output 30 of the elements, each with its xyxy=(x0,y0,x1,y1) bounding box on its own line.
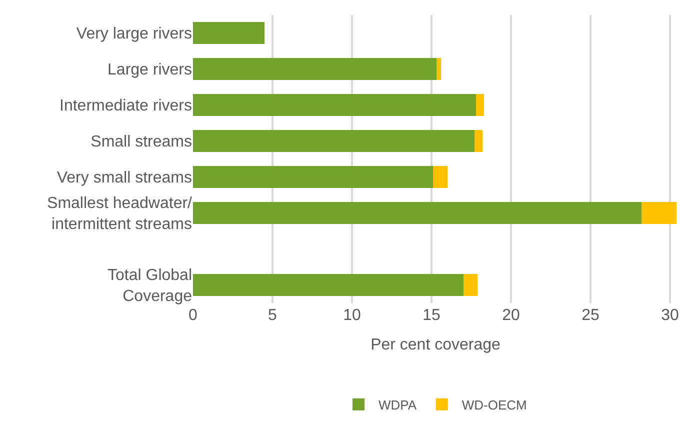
y-tick-label: Total Global Coverage xyxy=(108,267,192,305)
y-tick-label: Very small streams xyxy=(56,170,192,187)
x-tick-label: 15 xyxy=(422,307,441,324)
bar xyxy=(193,166,434,188)
y-tick-label: Smallest headwater/ intermittent streams xyxy=(47,195,193,233)
bar xyxy=(436,58,442,80)
bar xyxy=(193,58,436,80)
bar xyxy=(193,94,476,116)
x-tick-label: 30 xyxy=(661,307,680,324)
bar xyxy=(193,202,642,224)
x-axis-title: Per cent coverage xyxy=(370,336,501,354)
y-tick-label: Large rivers xyxy=(108,62,192,79)
bar xyxy=(476,94,484,116)
bar xyxy=(463,274,478,296)
x-tick-label: 0 xyxy=(188,307,198,324)
x-tick-label: 20 xyxy=(502,307,520,324)
y-tick-label: Intermediate rivers xyxy=(60,98,192,115)
x-tick-label: 10 xyxy=(343,307,362,324)
legend-label: WD-OECM xyxy=(462,397,527,412)
x-tick-label: 25 xyxy=(582,307,600,324)
bar xyxy=(193,22,265,44)
bar xyxy=(641,202,676,224)
x-tick-label: 5 xyxy=(268,307,278,324)
legend-label: WDPA xyxy=(378,397,417,412)
bar xyxy=(193,130,474,152)
bar xyxy=(474,130,482,152)
y-tick-label: Very large rivers xyxy=(76,26,192,43)
y-tick-label: Small streams xyxy=(90,134,192,151)
bar xyxy=(433,166,448,188)
bar xyxy=(193,274,464,296)
